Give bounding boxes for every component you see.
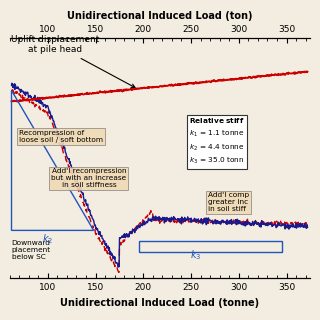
- X-axis label: Unidirectional Induced Load (ton): Unidirectional Induced Load (ton): [67, 11, 253, 21]
- Text: Recompression of
loose soil / soft bottom: Recompression of loose soil / soft botto…: [19, 130, 103, 143]
- Text: $k_2$: $k_2$: [42, 232, 53, 246]
- Text: Add'l recompression
but with an increase
in soil stiffness: Add'l recompression but with an increase…: [51, 168, 126, 188]
- Text: $k_3$: $k_3$: [190, 248, 202, 262]
- X-axis label: Unidirectional Induced Load (tonne): Unidirectional Induced Load (tonne): [60, 298, 260, 308]
- Text: Add'l comp
greater inc
in soil stiff: Add'l comp greater inc in soil stiff: [208, 192, 249, 212]
- Text: Downward
placement
below SC: Downward placement below SC: [12, 240, 51, 260]
- Text: Uplift displacement
at pile head: Uplift displacement at pile head: [11, 35, 135, 87]
- Text: $\bf{Relative\ stiff}$
$k_1$ = 1.1 tonne
$k_2$ = 4.4 tonne
$k_3$ = 35.0 tonn: $\bf{Relative\ stiff}$ $k_1$ = 1.1 tonne…: [189, 116, 245, 166]
